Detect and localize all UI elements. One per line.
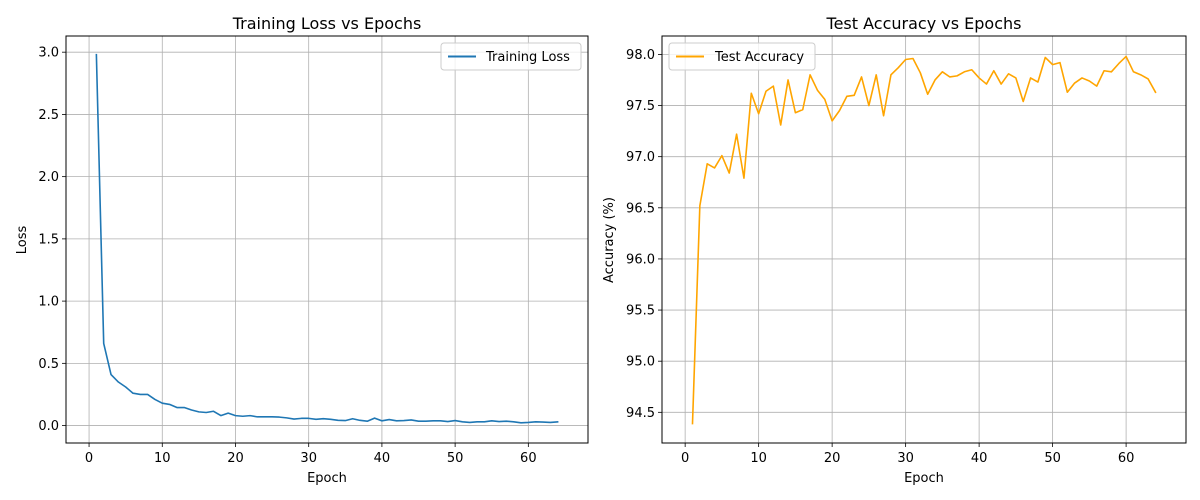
accuracy-chart-y-tick-label: 97.0 bbox=[626, 150, 655, 165]
loss-chart-y-axis-label: Loss bbox=[15, 226, 30, 255]
loss-chart-series bbox=[95, 53, 559, 424]
loss-chart-x-tick-label: 60 bbox=[520, 451, 537, 466]
loss-chart-y-tick-label: 1.5 bbox=[38, 232, 59, 247]
accuracy-chart-panel: Test Accuracy vs Epochs 0 10 20 30 40 50 60 94.… bbox=[602, 14, 1187, 486]
accuracy-chart-y-tick-label: 96.0 bbox=[626, 252, 655, 267]
loss-chart-legend: Training Loss bbox=[440, 42, 582, 71]
loss-chart-x-tick-label: 40 bbox=[374, 451, 391, 466]
accuracy-chart-title: Test Accuracy vs Epochs bbox=[826, 14, 1022, 33]
loss-chart-x-tick-label: 50 bbox=[447, 451, 464, 466]
accuracy-chart-x-tick-label: 0 bbox=[681, 451, 689, 466]
accuracy-chart-legend-label: Test Accuracy bbox=[714, 50, 804, 65]
accuracy-chart-series bbox=[691, 55, 1157, 425]
accuracy-chart-y-tick-label: 95.0 bbox=[626, 355, 655, 370]
accuracy-chart-x-tick-label: 40 bbox=[971, 451, 988, 466]
loss-chart-y-tick-label: 2.5 bbox=[38, 108, 59, 123]
accuracy-chart-y-tick-label: 94.5 bbox=[626, 406, 655, 421]
accuracy-chart-x-tick-label: 30 bbox=[897, 451, 914, 466]
accuracy-chart-x-tick-label: 20 bbox=[824, 451, 841, 466]
loss-chart-y-tick-label: 0.5 bbox=[38, 357, 59, 372]
loss-chart-x-tick-label: 10 bbox=[154, 451, 171, 466]
loss-chart-x-tick-label: 30 bbox=[300, 451, 317, 466]
accuracy-chart-y-tick-label: 98.0 bbox=[626, 48, 655, 63]
accuracy-chart-grid bbox=[662, 36, 1186, 443]
loss-chart-x-tick-label: 0 bbox=[85, 451, 93, 466]
loss-chart-x-axis-label: Epoch bbox=[307, 471, 347, 486]
accuracy-chart-y-tick-label: 96.5 bbox=[626, 201, 655, 216]
accuracy-chart-series-line bbox=[691, 55, 1157, 425]
accuracy-chart-y-axis-label: Accuracy (%) bbox=[602, 197, 617, 283]
accuracy-chart-ticks: 0 10 20 30 40 50 60 94.5 95.0 95.5 96.0 96.5 97.0 97.… bbox=[626, 48, 1134, 466]
loss-chart-y-tick-label: 3.0 bbox=[38, 46, 59, 61]
loss-chart-ticks: 0 10 20 30 40 50 60 0.0 0.5 1.0 1.5 2.0 2.5 3.0 bbox=[38, 46, 536, 466]
accuracy-chart-x-tick-label: 10 bbox=[750, 451, 767, 466]
accuracy-chart-legend: Test Accuracy bbox=[668, 42, 816, 71]
accuracy-chart-x-axis-label: Epoch bbox=[904, 471, 944, 486]
loss-chart-y-tick-label: 1.0 bbox=[38, 295, 59, 310]
loss-chart-grid bbox=[66, 36, 588, 443]
loss-chart-y-tick-label: 2.0 bbox=[38, 170, 59, 185]
accuracy-chart-legend-box bbox=[668, 42, 816, 71]
loss-chart-panel: Training Loss vs Epochs 0 10 20 30 40 50 60 0.0… bbox=[15, 14, 589, 486]
loss-chart-plot-frame bbox=[65, 35, 589, 444]
accuracy-chart-plot-frame bbox=[661, 35, 1187, 444]
loss-chart-title: Training Loss vs Epochs bbox=[232, 14, 422, 33]
loss-chart-y-tick-label: 0.0 bbox=[38, 419, 59, 434]
accuracy-chart-x-tick-label: 50 bbox=[1044, 451, 1061, 466]
accuracy-chart-y-tick-label: 95.5 bbox=[626, 304, 655, 319]
accuracy-chart-x-tick-label: 60 bbox=[1118, 451, 1135, 466]
loss-chart-legend-box bbox=[440, 42, 582, 71]
loss-chart-series-line bbox=[95, 53, 559, 424]
accuracy-chart-y-tick-label: 97.5 bbox=[626, 99, 655, 114]
loss-chart-legend-label: Training Loss bbox=[485, 50, 570, 65]
loss-chart-x-tick-label: 20 bbox=[227, 451, 244, 466]
